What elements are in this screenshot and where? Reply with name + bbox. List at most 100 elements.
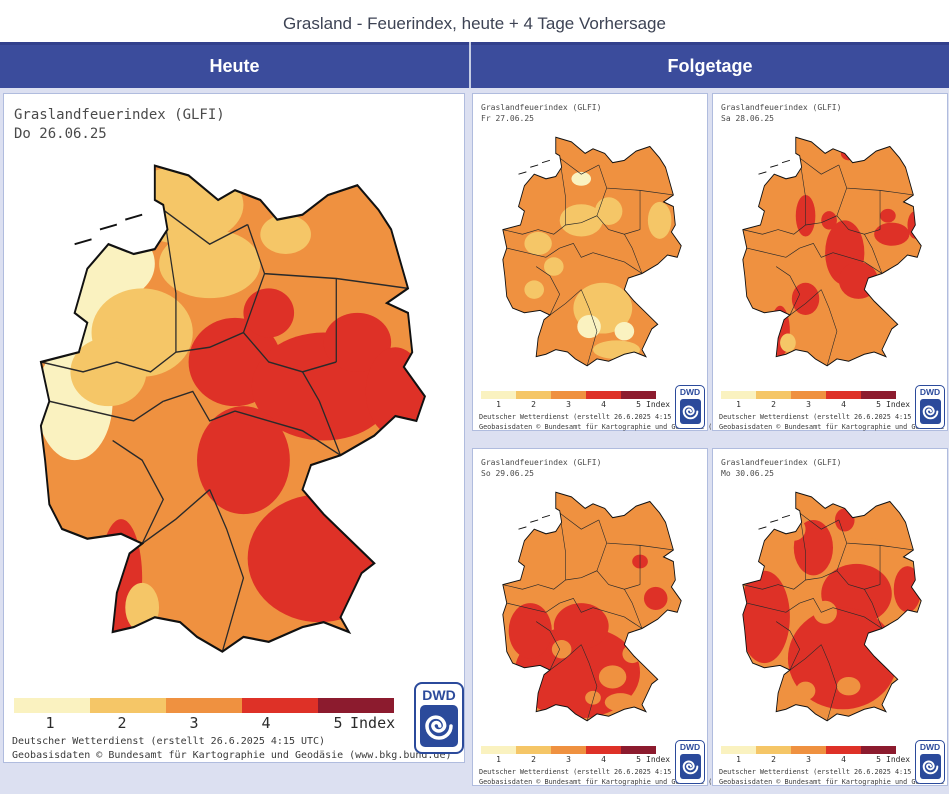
- legend-swatch: [516, 391, 551, 399]
- legend-swatch: [721, 746, 756, 754]
- legend-tick-label: 4: [601, 755, 606, 764]
- legend-tick-label: 2: [117, 714, 127, 732]
- dwd-logo: DWD: [414, 682, 464, 754]
- legend-tick-label: 1: [496, 755, 501, 764]
- legend-swatch: [721, 391, 756, 399]
- legend-unit-label: Index: [646, 400, 671, 409]
- legend-tick-label: 1: [496, 400, 501, 409]
- legend-tick-label: 4: [601, 400, 606, 409]
- map-header: Graslandfeuerindex (GLFI) Do 26.06.25: [14, 106, 225, 144]
- legend-tick-label: 4: [261, 714, 271, 732]
- legend-tick-label: 2: [531, 755, 536, 764]
- legend-tick-label: 1: [45, 714, 55, 732]
- legend-swatch: [481, 391, 516, 399]
- column-header-heute: Heute: [0, 42, 469, 88]
- legend-tick-label: 5: [333, 714, 343, 732]
- legend-ticks: 1 2 3 4 5 Index: [14, 714, 395, 732]
- map-header: Graslandfeuerindex (GLFI) So 29.06.25: [481, 457, 601, 479]
- legend-tick-label: 5: [636, 400, 641, 409]
- map-title: Graslandfeuerindex (GLFI): [14, 107, 225, 123]
- legend-unit-label: Index: [646, 755, 671, 764]
- legend-swatch: [551, 391, 586, 399]
- map-header: Graslandfeuerindex (GLFI) Fr 27.06.25: [481, 102, 601, 124]
- legend-tick-label: 3: [566, 755, 571, 764]
- legend-swatch: [586, 746, 621, 754]
- map-title: Graslandfeuerindex (GLFI): [481, 103, 602, 112]
- legend-swatch: [242, 698, 318, 713]
- map-title: Graslandfeuerindex (GLFI): [721, 103, 842, 112]
- legend-ticks: 1 2 3 4 5 Index: [721, 400, 910, 409]
- map-header: Graslandfeuerindex (GLFI) Mo 30.06.25: [721, 457, 841, 479]
- dwd-logo: DWD: [675, 385, 705, 429]
- legend-unit-label: Index: [886, 755, 911, 764]
- legend-swatch: [861, 746, 896, 754]
- attribution-line: Deutscher Wetterdienst (erstellt 26.6.20…: [719, 768, 932, 776]
- legend-swatch: [861, 391, 896, 399]
- legend-tick-label: 5: [876, 400, 881, 409]
- dwd-spiral-icon: [420, 705, 458, 747]
- panel-mo-30-06: Graslandfeuerindex (GLFI) Mo 30.06.25 1 2 3…: [712, 448, 949, 786]
- dwd-spiral-icon: [919, 399, 941, 424]
- attribution-line: Geobasisdaten © Bundesamt für Kartograph…: [12, 750, 452, 761]
- panel-fr-27-06: Graslandfeuerindex (GLFI) Fr 27.06.25 1 2 3…: [472, 93, 778, 431]
- legend-tick-label: 4: [841, 755, 846, 764]
- legend-tick-label: 1: [736, 755, 741, 764]
- legend-tick-label: 2: [771, 400, 776, 409]
- page-title: Grasland - Feuerindex, heute + 4 Tage Vo…: [283, 14, 666, 33]
- legend-tick-label: 3: [566, 400, 571, 409]
- legend-swatch: [14, 698, 90, 713]
- panel-heute: Graslandfeuerindex (GLFI) Do 26.06.25 1 2 3…: [3, 93, 465, 763]
- attribution-line: Deutscher Wetterdienst (erstellt 26.6.20…: [479, 768, 692, 776]
- legend-tick-label: 5: [636, 755, 641, 764]
- panel-sa-28-06: Graslandfeuerindex (GLFI) Sa 28.06.25 1 2 3…: [712, 93, 949, 431]
- legend-ticks: 1 2 3 4 5 Index: [721, 755, 910, 764]
- legend-ticks: 1 2 3 4 5 Index: [481, 755, 670, 764]
- legend-tick-label: 3: [806, 755, 811, 764]
- attribution-line: Deutscher Wetterdienst (erstellt 26.6.20…: [12, 736, 326, 747]
- map-date: So 29.06.25: [481, 469, 534, 478]
- germany-glfi-map: [502, 491, 682, 722]
- legend-tick-label: 2: [771, 755, 776, 764]
- legend-tick-label: 1: [736, 400, 741, 409]
- germany-glfi-map: [742, 136, 922, 367]
- content-area: Graslandfeuerindex (GLFI) Do 26.06.25 1 2 3…: [0, 88, 949, 794]
- dwd-logo: DWD: [915, 740, 945, 784]
- dwd-logo-text: DWD: [422, 687, 456, 703]
- legend-swatch: [756, 746, 791, 754]
- map-title: Graslandfeuerindex (GLFI): [481, 458, 602, 467]
- legend-swatch: [318, 698, 394, 713]
- dwd-logo: DWD: [915, 385, 945, 429]
- attribution-line: Deutscher Wetterdienst (erstellt 26.6.20…: [479, 413, 692, 421]
- legend-colorbar: [14, 698, 394, 713]
- germany-glfi-map: [742, 491, 922, 722]
- legend-tick-label: 4: [841, 400, 846, 409]
- map-date: Mo 30.06.25: [721, 469, 774, 478]
- legend-tick-label: 3: [806, 400, 811, 409]
- dwd-logo-text: DWD: [679, 742, 701, 752]
- legend-unit-label: Index: [350, 714, 396, 732]
- legend-swatch: [621, 391, 656, 399]
- legend-tick-label: 3: [189, 714, 199, 732]
- germany-glfi-map: [39, 164, 426, 653]
- legend-swatch: [791, 391, 826, 399]
- dwd-logo-text: DWD: [919, 387, 941, 397]
- dwd-spiral-icon: [679, 754, 701, 779]
- column-header-folgetage: Folgetage: [471, 42, 949, 88]
- dwd-logo: DWD: [675, 740, 705, 784]
- legend-swatch: [166, 698, 242, 713]
- legend-swatch: [826, 746, 861, 754]
- germany-glfi-map: [502, 136, 682, 367]
- dwd-logo-text: DWD: [679, 387, 701, 397]
- map-header: Graslandfeuerindex (GLFI) Sa 28.06.25: [721, 102, 841, 124]
- map-date: Fr 27.06.25: [481, 114, 534, 123]
- legend-colorbar: [481, 746, 656, 754]
- dwd-spiral-icon: [919, 754, 941, 779]
- legend-swatch: [756, 391, 791, 399]
- panel-so-29-06: Graslandfeuerindex (GLFI) So 29.06.25 1 2 3…: [472, 448, 778, 786]
- legend-swatch: [586, 391, 621, 399]
- legend-tick-label: 2: [531, 400, 536, 409]
- dwd-logo-text: DWD: [919, 742, 941, 752]
- map-date: Do 26.06.25: [14, 126, 107, 142]
- attribution-line: Deutscher Wetterdienst (erstellt 26.6.20…: [719, 413, 932, 421]
